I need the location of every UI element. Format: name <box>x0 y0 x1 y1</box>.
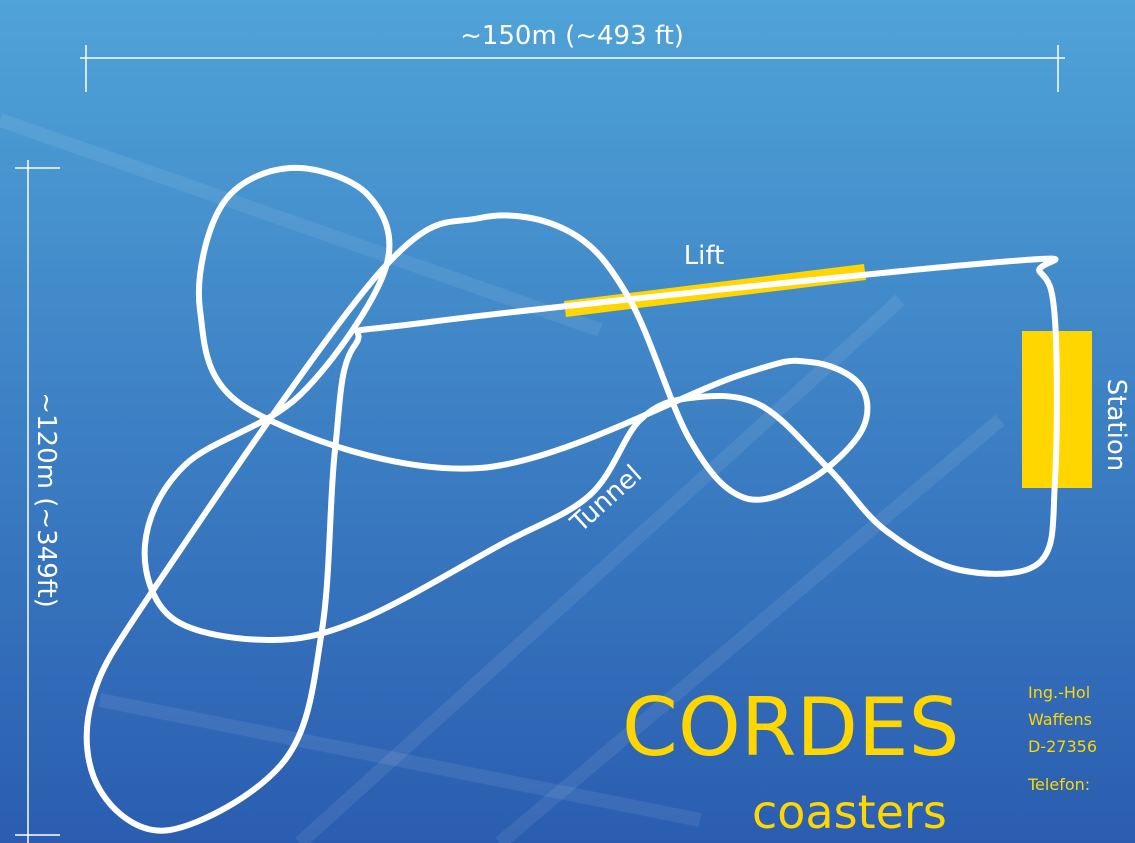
logo-tagline: coasters <box>752 785 947 839</box>
contact-line: Telefon: <box>1027 775 1090 794</box>
contact-line: D-27356 <box>1028 737 1097 756</box>
logo-name: CORDES <box>622 681 959 774</box>
height-label: ~120m (~349ft) <box>31 392 61 608</box>
diagram: ~150m (~493 ft) ~120m (~349ft) Lift Stat… <box>0 0 1135 843</box>
page: ~150m (~493 ft) ~120m (~349ft) Lift Stat… <box>0 0 1135 843</box>
contact-line: Ing.-Hol <box>1028 683 1090 702</box>
contact-line: Waffens <box>1028 710 1092 729</box>
lift-label: Lift <box>684 241 725 271</box>
station-label: Station <box>1101 379 1131 471</box>
width-label: ~150m (~493 ft) <box>460 21 684 51</box>
